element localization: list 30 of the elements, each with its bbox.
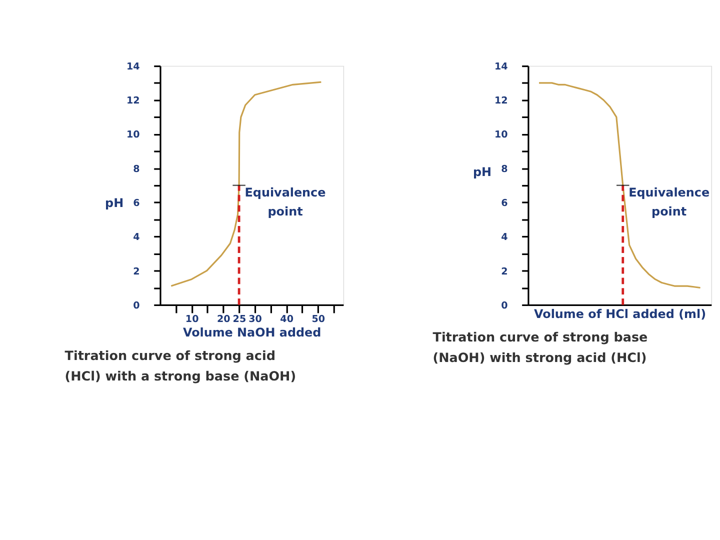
y-tick-label: 6 bbox=[133, 198, 140, 209]
text: Titration curve of strong acid (HCl) with a strong base (NaOH) bbox=[64, 348, 296, 384]
x-tick-label: 20 bbox=[217, 314, 231, 325]
y-tick-label: 4 bbox=[133, 232, 140, 244]
y-tick-label: 2 bbox=[133, 266, 140, 278]
y-tick-label: 8 bbox=[501, 164, 508, 175]
y-tick-label: 0 bbox=[133, 300, 140, 312]
x-axis-title: Volume of HCl added (ml) bbox=[534, 306, 706, 321]
y-tick-label: 14 bbox=[126, 61, 140, 72]
x-axis-title: Volume NaOH added bbox=[182, 325, 322, 340]
y-axis-title: pH bbox=[105, 196, 124, 210]
annotation: Equivalence point bbox=[628, 185, 710, 219]
y-tick-label: 0 bbox=[501, 300, 508, 312]
x-tick-label: 30 bbox=[248, 314, 262, 325]
y-tick-label: 6 bbox=[501, 198, 508, 209]
x-tick-label: 25 bbox=[232, 314, 246, 325]
y-axis-title: pH bbox=[472, 165, 492, 180]
y-tick-label: 12 bbox=[126, 96, 140, 107]
y-tick-label: 2 bbox=[501, 266, 508, 278]
y-tick-label: 14 bbox=[494, 61, 508, 72]
y-tick-label: 4 bbox=[501, 232, 508, 244]
annotation: Equivalence point bbox=[244, 185, 326, 219]
x-tick-label: 40 bbox=[280, 314, 294, 325]
y-tick-label: 10 bbox=[494, 130, 508, 141]
y-tick-label: 8 bbox=[133, 164, 140, 175]
x-tick-label: 10 bbox=[185, 314, 200, 325]
x-tick-label: 50 bbox=[312, 314, 326, 325]
text: Titration curve of strong base (NaOH) with strong acid (HCl) bbox=[432, 330, 648, 366]
y-tick-label: 12 bbox=[494, 96, 508, 107]
y-tick-label: 10 bbox=[126, 130, 140, 141]
